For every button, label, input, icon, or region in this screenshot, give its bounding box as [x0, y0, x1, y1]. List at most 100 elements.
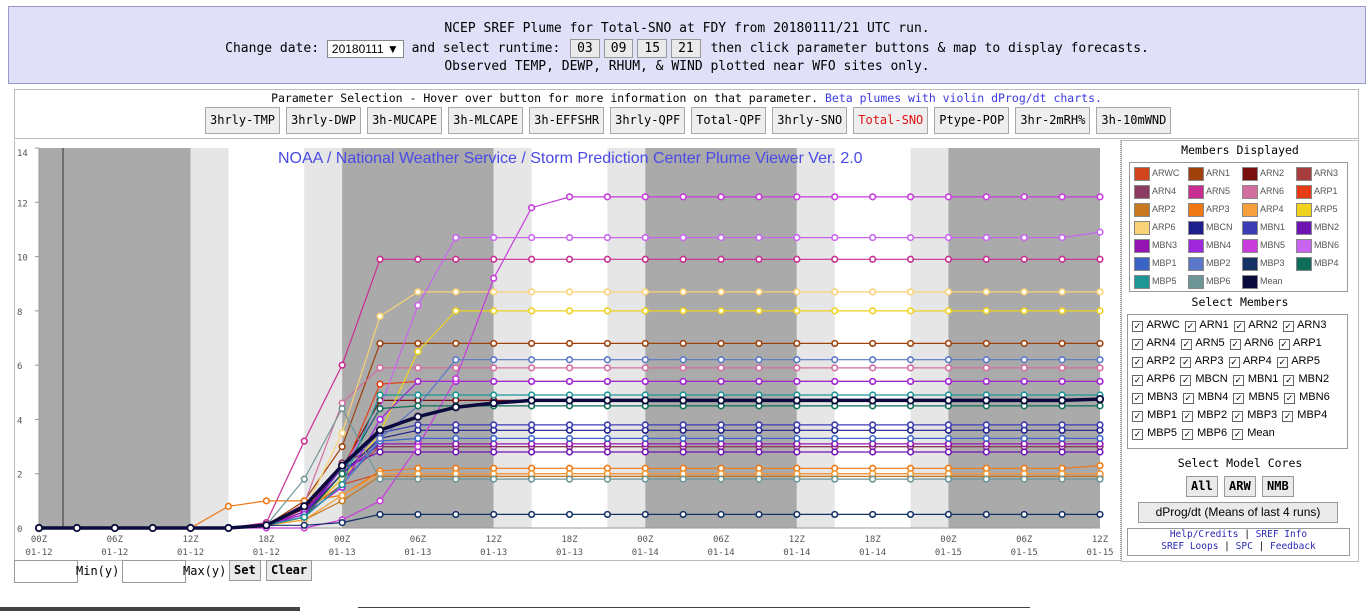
data-point: [717, 255, 725, 263]
x-tick-hour-label: 00Z: [334, 535, 351, 545]
param-button-ptype-pop[interactable]: Ptype-POP: [934, 107, 1010, 134]
legend-label: MBP5: [1152, 276, 1177, 286]
member-checkbox-arn2[interactable]: ✓: [1233, 321, 1245, 332]
data-point: [414, 364, 422, 372]
data-point: [906, 510, 915, 519]
data-point: [565, 364, 574, 372]
beta-plumes-link[interactable]: Beta plumes with violin dProg/dt charts.: [824, 91, 1102, 105]
member-checkbox-arp5[interactable]: ✓: [1276, 357, 1288, 368]
member-checkbox-mbcn[interactable]: ✓: [1180, 375, 1192, 386]
member-checkbox-mbp4[interactable]: ✓: [1282, 411, 1294, 422]
sref-info-link[interactable]: SREF Info: [1255, 529, 1308, 540]
data-point: [641, 434, 649, 443]
data-point: [831, 307, 839, 315]
legend-label: ARWC: [1152, 168, 1180, 178]
member-checkbox-mbp1[interactable]: ✓: [1132, 411, 1143, 422]
member-checkbox-arp1[interactable]: ✓: [1278, 339, 1290, 350]
max-y-input[interactable]: [122, 560, 186, 583]
member-checkbox-mbn4[interactable]: ✓: [1182, 393, 1194, 404]
member-checkbox-mbn5[interactable]: ✓: [1233, 393, 1245, 404]
data-point: [755, 356, 763, 364]
twilight-band: [796, 148, 835, 528]
member-checkbox-mbn3[interactable]: ✓: [1132, 393, 1143, 404]
member-checkbox-arn1[interactable]: ✓: [1184, 321, 1196, 332]
member-checkbox-arn5[interactable]: ✓: [1180, 339, 1192, 350]
data-point: [452, 421, 460, 429]
sref-loops-link[interactable]: SREF Loops: [1161, 541, 1219, 552]
data-point: [490, 510, 498, 519]
plume-chart[interactable]: 0 2 4 6 8 10 12 14 00Z 01-12 06Z 01-12 12Z 01-12 18Z 01…: [14, 140, 1121, 561]
param-button-3h-10mwnd[interactable]: 3h-10mWND: [1096, 107, 1172, 134]
data-point: [792, 396, 801, 405]
help-credits-link[interactable]: Help/Credits: [1169, 529, 1239, 540]
param-button-3hrly-sno[interactable]: 3hrly-SNO: [772, 107, 848, 134]
member-option: ✓ MBN5: [1231, 391, 1282, 404]
data-point: [490, 364, 498, 372]
param-button-3h-effshr[interactable]: 3h-EFFSHR: [529, 107, 605, 134]
data-point: [679, 233, 687, 242]
member-checkbox-arp6[interactable]: ✓: [1132, 375, 1143, 386]
runtime-button-15[interactable]: 15: [637, 39, 668, 58]
param-button-3h-mucape[interactable]: 3h-MUCAPE: [367, 107, 443, 134]
x-tick-date-label: 01-15: [935, 548, 962, 558]
data-point: [490, 255, 498, 263]
parameter-selection: Parameter Selection - Hover over button …: [14, 89, 1359, 139]
member-checkbox-mbp3[interactable]: ✓: [1232, 411, 1244, 422]
data-point: [338, 470, 346, 478]
member-checkbox-arp4[interactable]: ✓: [1228, 357, 1240, 368]
member-checkbox-mean[interactable]: ✓: [1232, 429, 1244, 440]
data-point: [1058, 193, 1066, 201]
legend-item-mbn6: MBN6: [1293, 236, 1348, 254]
date-select[interactable]: 20180111 ▼: [326, 39, 404, 58]
data-point: [831, 434, 839, 443]
runtime-button-21[interactable]: 21: [671, 39, 701, 58]
member-checkbox-mbn6[interactable]: ✓: [1284, 393, 1296, 404]
data-point: [1020, 255, 1028, 263]
runtime-button-03[interactable]: 03: [570, 39, 600, 58]
data-point: [1058, 421, 1066, 429]
member-checkbox-arn4[interactable]: ✓: [1132, 339, 1143, 350]
param-button-3h-mlcape[interactable]: 3h-MLCAPE: [448, 107, 524, 134]
core-nmb-button[interactable]: NMB: [1262, 476, 1294, 497]
min-y-input[interactable]: [14, 560, 78, 583]
param-button-total-sno[interactable]: Total-SNO: [853, 107, 929, 134]
param-button-3hrly-qpf[interactable]: 3hrly-QPF: [610, 107, 686, 134]
plume-chart-svg[interactable]: 0 2 4 6 8 10 12 14 00Z 01-12 06Z 01-12 12Z 01-12 18Z 01…: [15, 140, 1120, 560]
feedback-link[interactable]: Feedback: [1270, 541, 1316, 552]
data-point: [490, 339, 498, 348]
runtime-button-09[interactable]: 09: [603, 39, 634, 58]
member-checkbox-arn3[interactable]: ✓: [1282, 321, 1294, 332]
night-band: [645, 148, 797, 528]
clear-button[interactable]: Clear: [266, 560, 313, 581]
data-point: [793, 377, 801, 386]
member-checkbox-arn6[interactable]: ✓: [1229, 339, 1241, 350]
series-mean: [34, 394, 1105, 533]
member-checkbox-arwc[interactable]: ✓: [1132, 321, 1143, 332]
param-button-3hr-2mrh[interactable]: 3hr-2mRH%: [1015, 107, 1091, 134]
data-point: [565, 434, 574, 443]
member-checkbox-arp3[interactable]: ✓: [1180, 357, 1192, 368]
core-all-button[interactable]: All: [1186, 476, 1218, 497]
legend-swatch: [1296, 167, 1312, 181]
member-checkbox-mbp5[interactable]: ✓: [1132, 429, 1143, 440]
member-checkbox-mbp6[interactable]: ✓: [1182, 429, 1194, 440]
param-button-3hrly-tmp[interactable]: 3hrly-TMP: [205, 107, 281, 134]
data-point: [490, 288, 498, 296]
members-legend: ARWC ARN1 ARN2 ARN3 ARN4 ARN5 ARN6 ARP1 ARP2 ARP3…: [1129, 162, 1348, 292]
set-button[interactable]: Set: [229, 560, 261, 581]
member-option: ✓ ARN3: [1281, 319, 1326, 332]
data-point: [982, 434, 990, 443]
data-point: [376, 404, 384, 413]
param-button-total-qpf[interactable]: Total-QPF: [691, 107, 767, 134]
core-arw-button[interactable]: ARW: [1224, 476, 1256, 497]
param-button-3hrly-dwp[interactable]: 3hrly-DWP: [286, 107, 362, 134]
data-point: [982, 510, 990, 519]
spc-link[interactable]: SPC: [1235, 541, 1253, 552]
member-checkbox-mbn2[interactable]: ✓: [1283, 375, 1295, 386]
member-checkbox-mbn1[interactable]: ✓: [1232, 375, 1244, 386]
member-checkbox-mbp2[interactable]: ✓: [1182, 411, 1194, 422]
data-point: [679, 396, 688, 405]
member-checkbox-arp2[interactable]: ✓: [1132, 357, 1143, 368]
data-point: [982, 288, 990, 296]
dprog-dt-button[interactable]: dProg/dt (Means of last 4 runs): [1138, 502, 1338, 523]
